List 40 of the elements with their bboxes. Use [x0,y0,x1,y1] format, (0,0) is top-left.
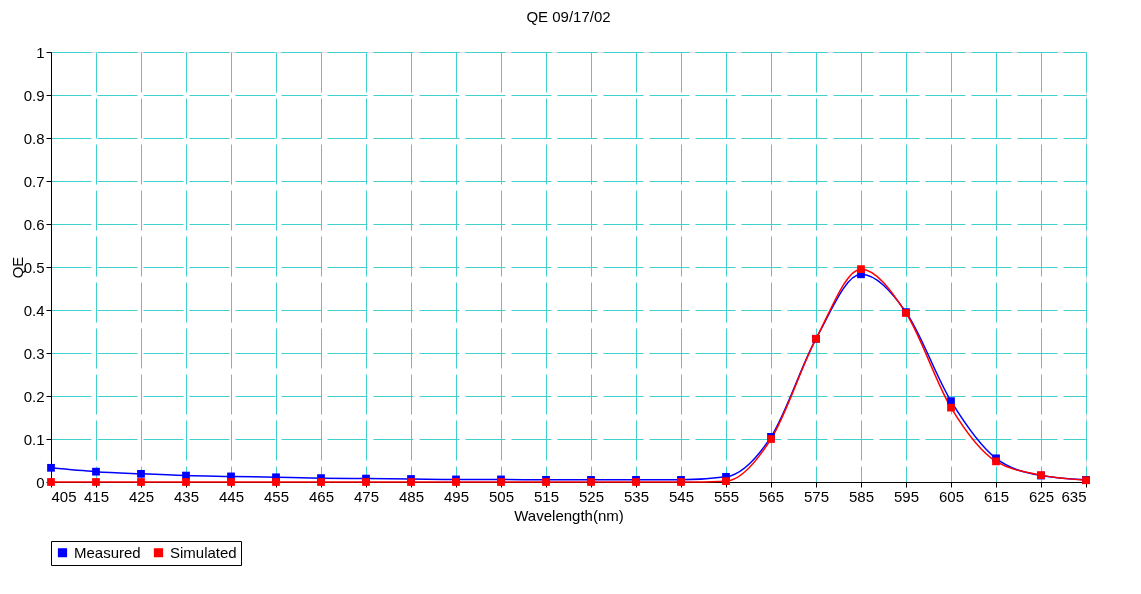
x-tick-label: 425 [128,487,155,505]
x-tick-label: 505 [488,487,515,505]
x-tick-label: 555 [713,487,740,505]
y-tick-label: 0.1 [23,430,45,448]
x-tick-label: 445 [218,487,245,505]
legend-label: Simulated [170,543,237,561]
x-tick-label: 575 [803,487,830,505]
x-tick-label: 565 [758,487,785,505]
y-tick-label: 0.8 [23,129,45,147]
y-tick-label: 0.6 [23,215,45,233]
y-tick-label: 0.5 [23,258,45,276]
chart-title: QE 09/17/02 [526,8,611,25]
y-tick-label: 0.3 [23,344,45,362]
x-tick-label: 615 [983,487,1010,505]
x-tick-label: 475 [353,487,380,505]
x-tick-label: 535 [623,487,650,505]
legend-label: Measured [74,543,141,561]
x-tick-label: 405 [51,487,77,505]
y-tick-label: 0.4 [23,301,45,319]
x-tick-label: 435 [173,487,200,505]
x-tick-label: 455 [263,487,290,505]
x-tick-label: 485 [398,487,425,505]
x-tick-label: 515 [533,487,560,505]
y-tick-label: 0.7 [23,172,45,190]
x-tick-label: 545 [668,487,695,505]
x-tick-label: 635 [1061,487,1087,505]
x-tick-label: 585 [848,487,875,505]
x-tick-label: 525 [578,487,605,505]
y-tick-label: 0.2 [23,387,45,405]
y-tick-label: 1 [36,43,45,61]
x-tick-label: 605 [938,487,965,505]
x-tick-label: 625 [1028,487,1055,505]
y-tick-label: 0.9 [23,86,45,104]
x-tick-label: 415 [83,487,110,505]
x-tick-label: 595 [893,487,920,505]
y-axis-title: QE [8,256,26,279]
x-tick-label: 465 [308,487,335,505]
x-tick-label: 495 [443,487,470,505]
x-axis-title: Wavelength(nm) [514,506,624,524]
y-tick-label: 0 [36,473,45,491]
